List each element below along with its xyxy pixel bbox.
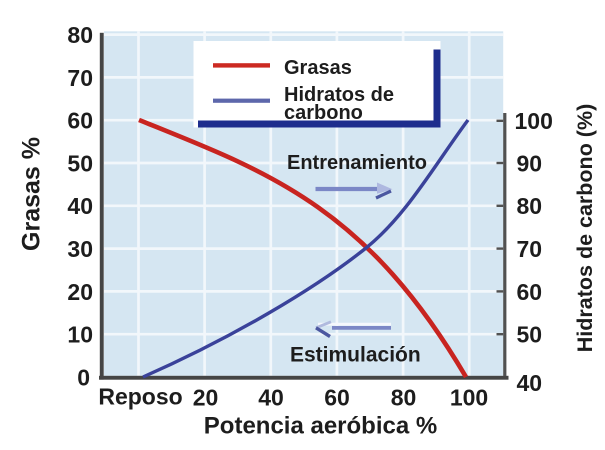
svg-text:Potencia aeróbica %: Potencia aeróbica % <box>204 413 437 440</box>
svg-text:80: 80 <box>391 385 417 411</box>
svg-text:100: 100 <box>450 385 488 411</box>
svg-text:20: 20 <box>67 279 93 305</box>
svg-text:Grasas: Grasas <box>284 57 352 79</box>
svg-text:50: 50 <box>67 150 93 176</box>
svg-text:70: 70 <box>517 236 543 262</box>
svg-text:70: 70 <box>67 65 93 91</box>
svg-text:Reposo: Reposo <box>98 384 182 410</box>
svg-text:20: 20 <box>193 385 219 411</box>
svg-text:80: 80 <box>67 22 93 48</box>
svg-text:60: 60 <box>517 279 543 305</box>
svg-text:carbono: carbono <box>284 102 363 124</box>
svg-text:80: 80 <box>517 193 543 219</box>
svg-text:50: 50 <box>517 322 543 348</box>
svg-text:Grasas %: Grasas % <box>18 137 46 251</box>
svg-text:Hidratos de carbono (%): Hidratos de carbono (%) <box>573 104 597 352</box>
svg-text:90: 90 <box>517 150 543 176</box>
svg-text:0: 0 <box>77 364 90 390</box>
svg-text:Entrenamiento: Entrenamiento <box>287 152 427 174</box>
svg-text:Estimulación: Estimulación <box>290 344 421 367</box>
svg-text:40: 40 <box>517 370 543 396</box>
svg-text:60: 60 <box>324 385 350 411</box>
svg-text:40: 40 <box>67 193 93 219</box>
svg-text:60: 60 <box>67 108 93 134</box>
svg-text:40: 40 <box>258 385 284 411</box>
svg-text:Hidratos de: Hidratos de <box>284 84 394 106</box>
svg-text:100: 100 <box>515 108 553 134</box>
svg-text:10: 10 <box>67 322 93 348</box>
svg-text:30: 30 <box>67 236 93 262</box>
